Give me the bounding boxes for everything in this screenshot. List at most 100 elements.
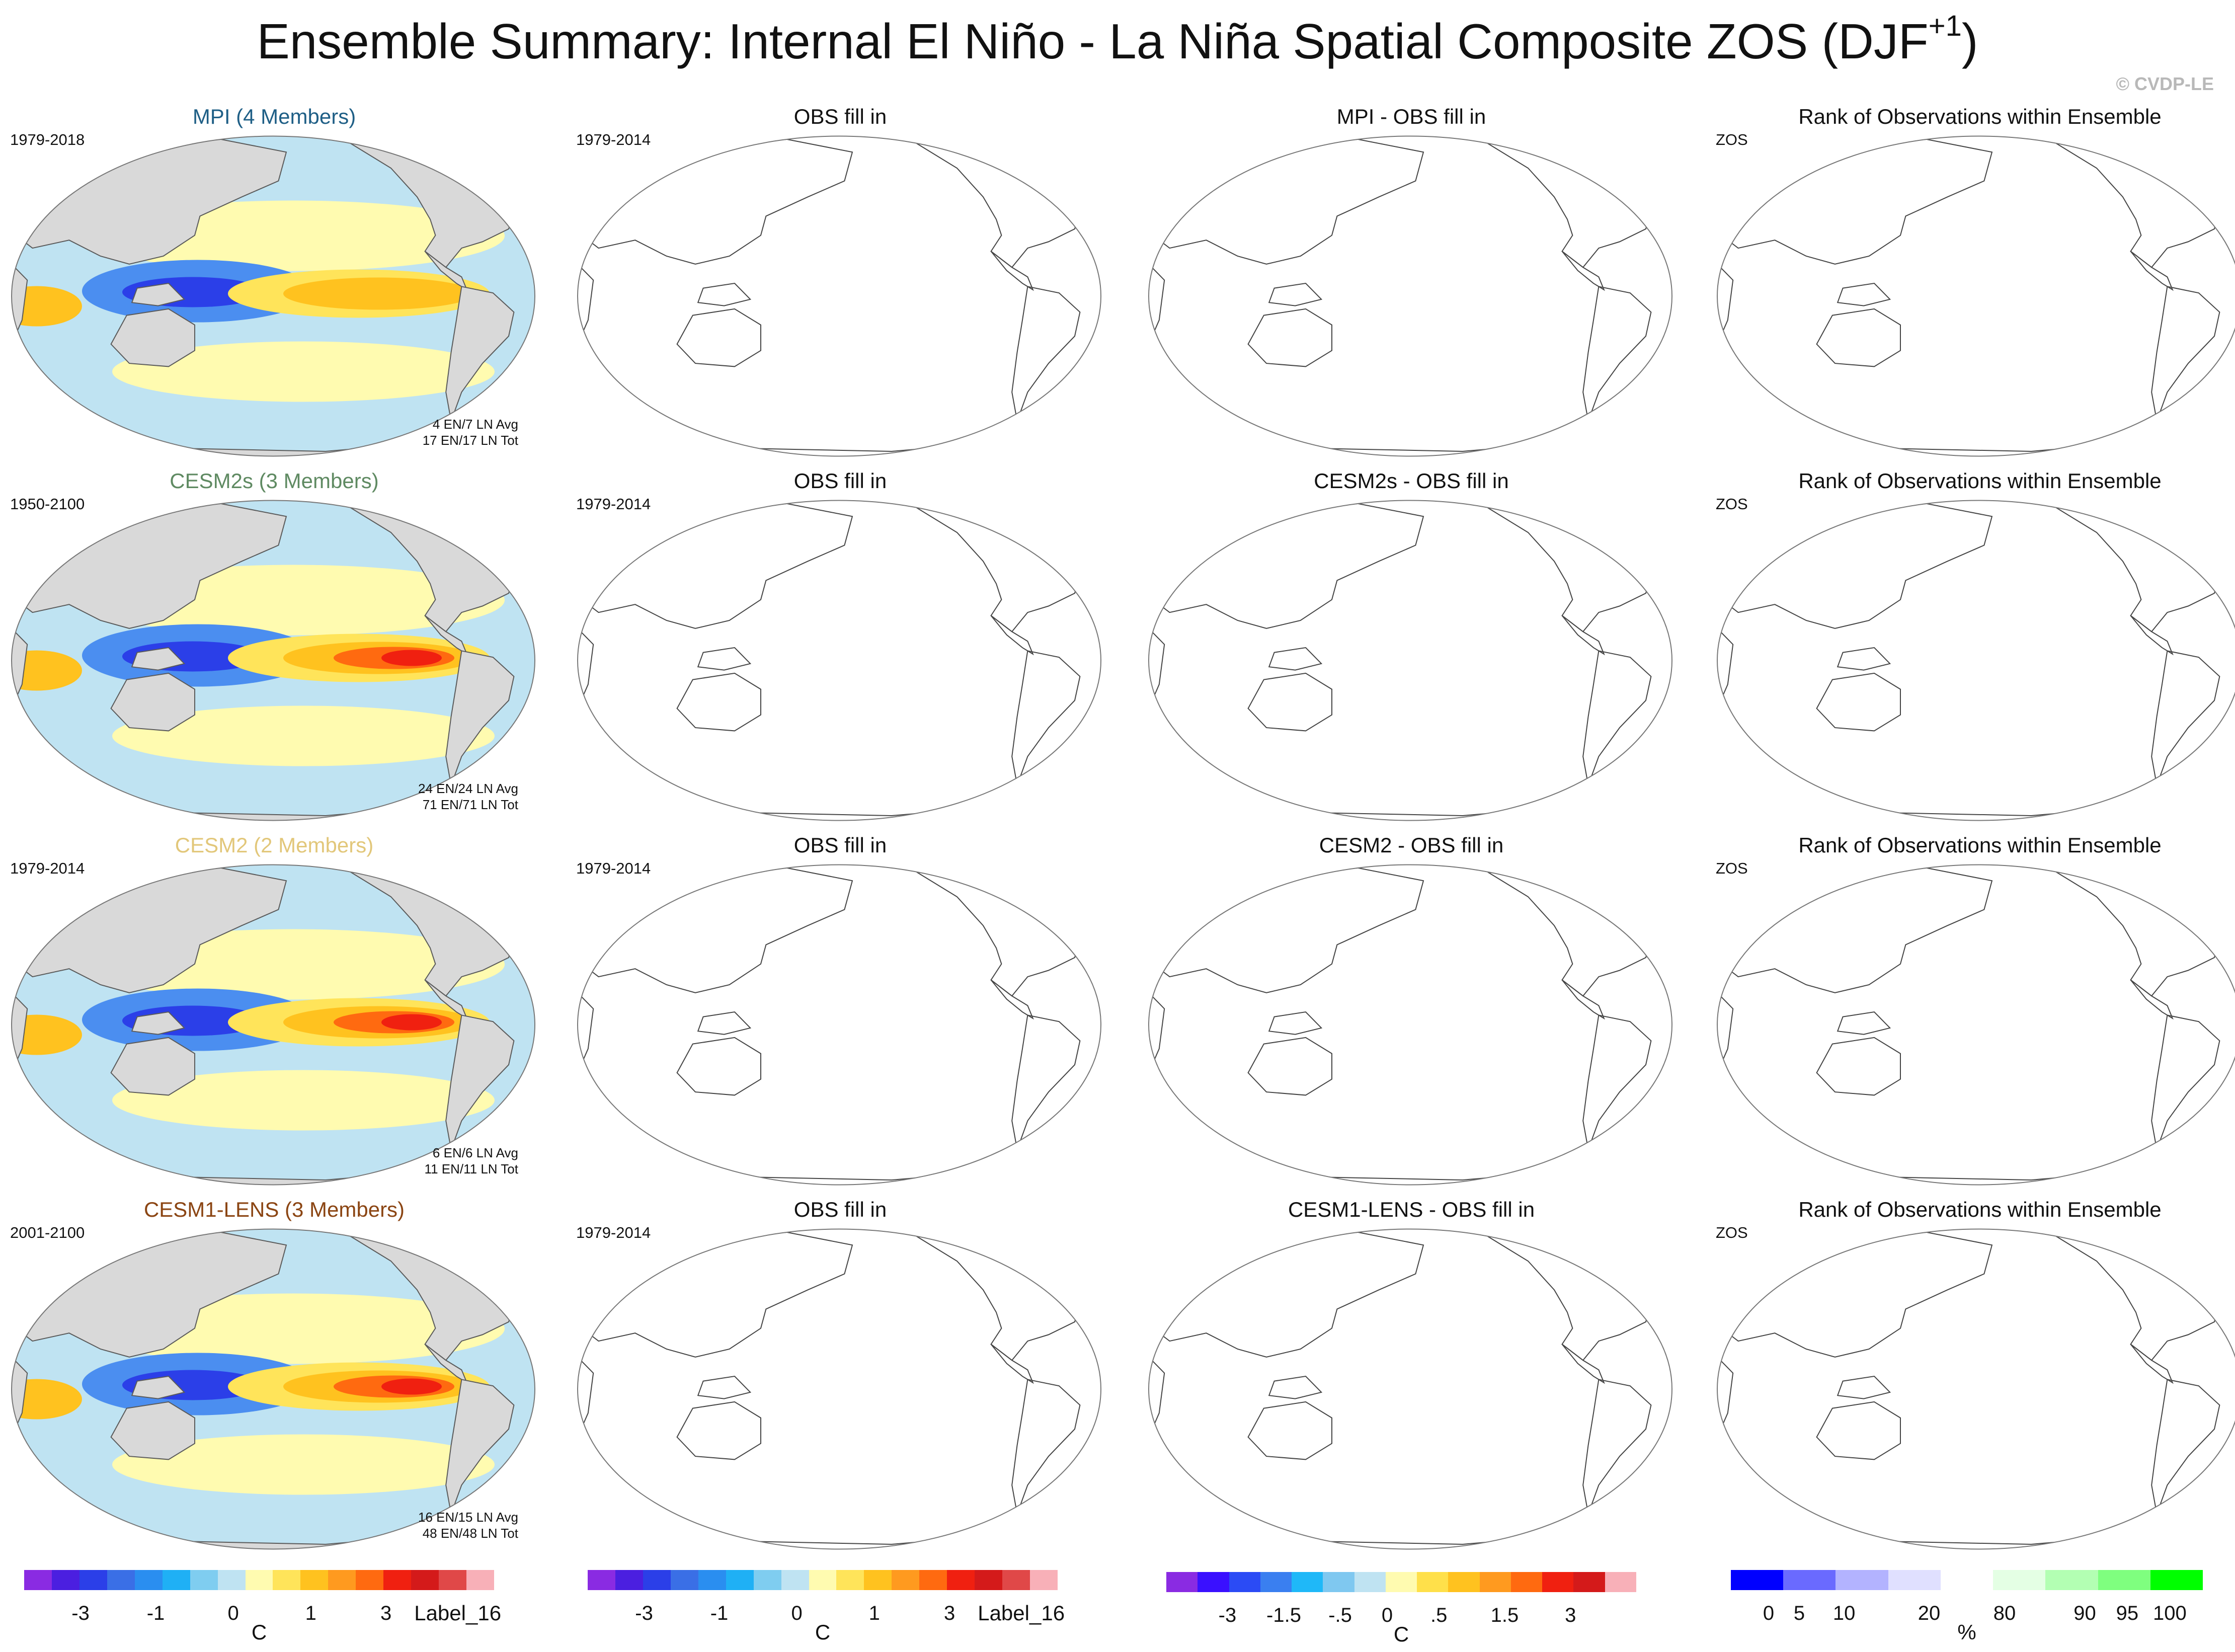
colorbar-tick-label: .5 — [1430, 1604, 1448, 1626]
colorbar-cell — [1292, 1572, 1323, 1592]
colorbar-tick-label: -3 — [1218, 1604, 1237, 1626]
rank-panel: Rank of Observations within Ensemble ZOS — [1706, 469, 2235, 834]
colorbar-cell — [1448, 1572, 1480, 1592]
colorbar-unit-label: C — [815, 1620, 831, 1644]
total-count-label: 48 EN/48 LN Tot — [422, 1526, 518, 1541]
panel-period: ZOS — [1716, 1224, 1748, 1241]
colorbar-rank: 0 5 10 20 80 90 95 100% — [1731, 1570, 2203, 1644]
colorbar-unit-label: C — [251, 1620, 267, 1644]
colorbar-cell — [1573, 1572, 1606, 1592]
colorbar-cell — [1479, 1572, 1511, 1592]
colorbar-tick-label: -1.5 — [1266, 1604, 1301, 1626]
obs-panel: OBS fill in 1979-2014 — [566, 469, 1114, 834]
colorbar-cell — [51, 1570, 80, 1590]
total-count-label: 17 EN/17 LN Tot — [422, 433, 518, 448]
colorbar-tick-label: 80 — [1993, 1602, 2016, 1624]
colorbar-tick-label: 3 — [1565, 1604, 1576, 1626]
world-map — [11, 864, 535, 1186]
colorbar-cell — [273, 1570, 301, 1590]
colorbar-cell — [643, 1570, 671, 1590]
colorbar-composite: -3 -1 0 1 3 Label_16 C — [24, 1570, 501, 1644]
colorbar-tick-label: -1 — [710, 1602, 729, 1624]
colorbar-cell — [1993, 1570, 2046, 1590]
panel-title: Rank of Observations within Ensemble — [1798, 105, 2162, 128]
colorbar-tick-label: 0 — [791, 1602, 803, 1624]
colorbar-cell — [670, 1570, 699, 1590]
colorbar-tick-label: 5 — [1793, 1602, 1805, 1624]
avg-count-label: 4 EN/7 LN Avg — [432, 417, 518, 432]
panel-title: OBS fill in — [793, 469, 887, 493]
colorbar-cell — [79, 1570, 108, 1590]
world-map — [1148, 135, 1672, 457]
colorbar-cell — [615, 1570, 644, 1590]
colorbar-cell — [919, 1570, 947, 1590]
colorbar-cell — [1542, 1572, 1574, 1592]
colorbar-cell — [162, 1570, 191, 1590]
colorbar-cell — [864, 1570, 892, 1590]
colorbar-cell — [1354, 1572, 1386, 1592]
colorbar-tick-label: 20 — [1918, 1602, 1941, 1624]
colorbar-unit-label: C — [1393, 1622, 1409, 1646]
colorbar-tick-label: 1 — [868, 1602, 880, 1624]
colorbar-tick-label: 100 — [2152, 1602, 2187, 1624]
rank-panel: Rank of Observations within Ensemble ZOS — [1706, 105, 2235, 469]
panel-title: OBS fill in — [793, 1198, 887, 1221]
colorbar-difference: -3 -1.5 -.5 0 .5 1.5 3 C — [1166, 1572, 1637, 1646]
panel-title: OBS fill in — [793, 833, 887, 857]
diff-panel: CESM1-LENS - OBS fill in — [1137, 1198, 1686, 1562]
colorbar-cell — [107, 1570, 135, 1590]
world-map — [577, 135, 1101, 457]
colorbar-tick-label: 10 — [1832, 1602, 1856, 1624]
rank-panel: Rank of Observations within Ensemble ZOS — [1706, 1198, 2235, 1562]
colorbar-tick-label: 0 — [227, 1602, 239, 1624]
colorbar-cell — [1731, 1570, 1784, 1590]
panel-title: CESM1-LENS - OBS fill in — [1288, 1198, 1535, 1221]
colorbar-cell — [1002, 1570, 1030, 1590]
colorbar-cell — [1835, 1570, 1889, 1590]
avg-count-label: 16 EN/15 LN Avg — [418, 1510, 518, 1525]
world-map — [1148, 864, 1672, 1186]
colorbar-extra-label: Label_16 — [414, 1601, 502, 1625]
model-panel: CESM2 (2 Members) 1979-2014 6 EN/6 LN Avg 1… — [0, 833, 548, 1198]
world-map — [1717, 1228, 2235, 1550]
colorbar-cell — [466, 1570, 495, 1590]
colorbar-obs: -3 -1 0 1 3 Label_16 C — [588, 1570, 1065, 1644]
panel-title: CESM2 (2 Members) — [175, 833, 374, 857]
panel-period: 1979-2018 — [10, 131, 85, 148]
colorbar-cell — [1030, 1570, 1058, 1590]
colorbar-tick-label: -.5 — [1328, 1604, 1352, 1626]
colorbar-cell — [1166, 1572, 1198, 1592]
colorbar-cell — [2098, 1570, 2151, 1590]
colorbar-tick-label: 90 — [2073, 1602, 2096, 1624]
colorbar-cell — [588, 1570, 616, 1590]
colorbar-cell — [1510, 1572, 1543, 1592]
colorbar-cell — [975, 1570, 1003, 1590]
world-map — [1717, 135, 2235, 457]
colorbar-cell — [892, 1570, 920, 1590]
world-map — [11, 135, 535, 457]
world-map — [11, 1228, 535, 1550]
colorbar-cell — [1260, 1572, 1292, 1592]
figure-title: Ensemble Summary: Internal El Niño - La … — [257, 10, 1978, 69]
panel-title: CESM2 - OBS fill in — [1319, 833, 1504, 857]
panel-period: 1979-2014 — [576, 1224, 651, 1241]
panel-title: MPI (4 Members) — [192, 105, 356, 128]
colorbar-tick-label: 3 — [380, 1602, 392, 1624]
colorbar-cell — [2150, 1570, 2203, 1590]
colorbar-cell — [698, 1570, 727, 1590]
world-map — [1717, 500, 2235, 821]
colorbar-cell — [134, 1570, 163, 1590]
colorbar-tick-label: 1 — [305, 1602, 316, 1624]
colorbar-tick-label: 95 — [2116, 1602, 2139, 1624]
colorbar-cell — [245, 1570, 273, 1590]
total-count-label: 71 EN/71 LN Tot — [422, 797, 518, 812]
panel-title: Rank of Observations within Ensemble — [1798, 1198, 2162, 1221]
colorbar-cell — [809, 1570, 837, 1590]
world-map — [577, 864, 1101, 1186]
world-map — [1717, 864, 2235, 1186]
colorbar-cell — [383, 1570, 412, 1590]
colorbar-cell — [781, 1570, 810, 1590]
model-panel: CESM2s (3 Members) 1950-2100 24 EN/24 LN A… — [0, 469, 548, 834]
panel-title: MPI - OBS fill in — [1336, 105, 1486, 128]
obs-panel: OBS fill in 1979-2014 — [566, 833, 1114, 1198]
